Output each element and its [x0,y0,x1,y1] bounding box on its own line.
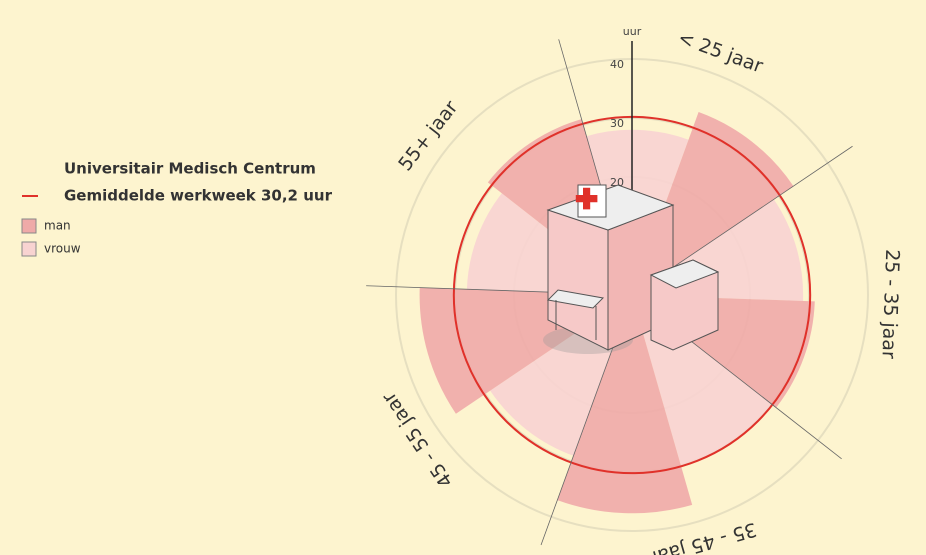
cross [575,187,598,210]
legend-swatch [21,218,37,234]
legend-label: man [44,219,71,233]
canopy [546,289,605,309]
y-tick-label: 40 [610,58,624,71]
category-label: < 25 jaar [675,27,766,78]
hospital-illustration [543,184,720,354]
category-label: 55+ jaar [394,96,462,175]
legend: man vrouw [21,218,81,257]
category-label: 35 - 45 jaar [647,518,759,555]
annex-roof [649,259,720,289]
category-label: 25 - 35 jaar [877,249,903,360]
y-tick-label: 20 [610,176,624,189]
legend-swatch [21,241,37,257]
legend-title: Universitair Medisch Centrum [64,160,316,178]
legend-label: vrouw [44,242,81,256]
axis-label: uur [623,25,642,38]
sector [557,295,693,514]
legend-average: Gemiddelde werkweek 30,2 uur [64,187,333,205]
y-tick-label: 30 [610,117,624,130]
